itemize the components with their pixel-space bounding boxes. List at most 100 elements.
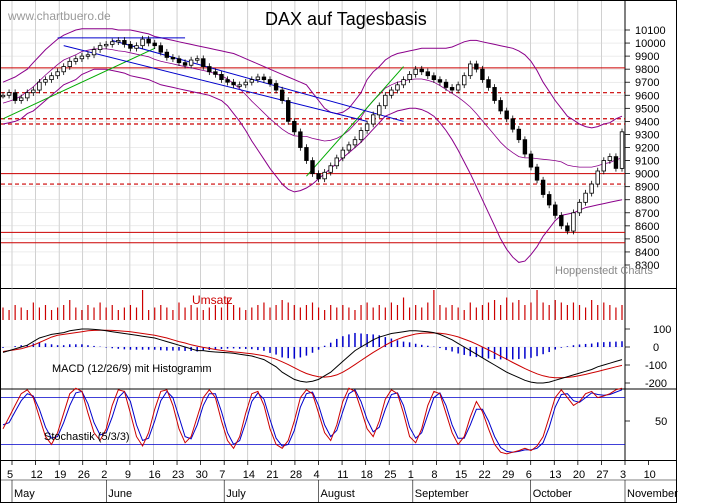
trendline-green: [306, 66, 404, 177]
source-label: Hoppenstedt Charts: [555, 265, 653, 277]
x-day-label: 11: [337, 469, 348, 481]
candle-body: [498, 100, 503, 112]
x-day-label: 7: [219, 469, 225, 481]
candle-body: [273, 83, 279, 91]
x-month-label: August: [321, 488, 355, 500]
x-day-label: 28: [290, 469, 302, 481]
candle-body: [103, 43, 109, 47]
price-tick-label: 9000: [635, 169, 659, 181]
candle-body: [298, 131, 303, 148]
candle-body: [328, 165, 333, 173]
x-day-label: 9: [125, 469, 131, 481]
x-axis-strip: [0, 460, 677, 503]
candle-body: [122, 40, 127, 45]
candle-body: [182, 62, 188, 66]
candle-body: [91, 49, 97, 56]
price-tick-label: 8400: [635, 247, 659, 259]
candle-body: [413, 68, 418, 75]
price-tick-label: 9500: [635, 103, 659, 115]
candle-body: [37, 81, 42, 91]
price-axis-ticks: 8300840085008600870088008900900091009200…: [625, 25, 666, 272]
candle-body: [437, 79, 443, 83]
price-tick-label: 8500: [635, 234, 659, 246]
candle-body: [449, 87, 455, 91]
trendline-blue: [63, 45, 368, 122]
price-tick-label: 9200: [635, 143, 659, 155]
x-day-label: 15: [455, 469, 467, 481]
candle-body: [607, 156, 613, 161]
x-month-label: July: [226, 488, 246, 500]
candle-body: [292, 120, 297, 133]
candle-body: [304, 147, 309, 161]
candle-body: [486, 79, 491, 88]
candle-body: [194, 58, 200, 61]
candle-body: [79, 55, 85, 60]
x-day-label: 12: [31, 469, 43, 481]
price-tick-label: 9400: [635, 116, 659, 128]
candle-body: [510, 118, 515, 130]
stochastic-panel: 50: [1, 387, 676, 455]
candle-body: [383, 94, 388, 107]
candle-body: [352, 139, 358, 146]
candle-body: [152, 42, 157, 47]
macd-tick-label: -200: [645, 378, 667, 390]
candle-body: [249, 79, 255, 83]
candle-body: [322, 171, 327, 180]
candle-body: [516, 128, 522, 141]
macd-tick-label: 0: [653, 342, 659, 354]
candle-body: [0, 94, 6, 98]
candle-body: [225, 79, 230, 83]
macd-tick-label: -100: [645, 360, 667, 372]
candle-body: [279, 89, 285, 101]
candle-body: [237, 84, 242, 87]
price-tick-label: 8900: [635, 182, 659, 194]
candle-body: [207, 66, 212, 73]
candle-body: [67, 60, 72, 67]
candle-body: [310, 160, 315, 175]
candle-body: [395, 84, 400, 91]
candle-body: [213, 71, 218, 75]
x-day-label: 20: [573, 469, 585, 481]
x-day-label: 10: [644, 469, 656, 481]
candle-body: [170, 57, 176, 60]
candle-body: [19, 97, 24, 101]
price-tick-label: 8700: [635, 208, 659, 220]
x-day-label: 8: [431, 469, 437, 481]
x-day-label: 1: [408, 469, 414, 481]
candle-body: [316, 173, 321, 180]
candle-body: [85, 54, 91, 57]
x-day-label: 22: [479, 469, 491, 481]
x-day-label: 25: [384, 469, 396, 481]
x-day-label: 2: [101, 469, 107, 481]
x-day-label: 21: [266, 469, 278, 481]
candle-body: [31, 89, 36, 94]
candle-body: [553, 204, 558, 216]
x-day-label: 4: [314, 469, 320, 481]
candle-body: [504, 110, 509, 120]
volume-bars: [2, 290, 623, 320]
x-month-label: May: [14, 488, 35, 500]
candle-body: [407, 73, 412, 81]
candle-body: [571, 212, 576, 232]
candle-body: [389, 89, 394, 96]
candle-body: [49, 75, 54, 81]
candlesticks: [0, 35, 625, 235]
candle-body: [377, 105, 382, 116]
candle-body: [55, 71, 60, 77]
stochastic-label: Stochastik (5/3/3): [44, 431, 130, 443]
x-month-label: September: [415, 488, 469, 500]
candle-body: [455, 84, 461, 91]
candle-body: [565, 225, 570, 232]
x-day-label: 26: [78, 469, 90, 481]
candle-body: [261, 76, 267, 81]
candle-body: [364, 123, 370, 131]
x-day-label: 18: [361, 469, 373, 481]
x-month-label: June: [108, 488, 132, 500]
candle-body: [340, 149, 346, 159]
candle-body: [176, 58, 182, 64]
candle-body: [188, 59, 194, 66]
x-month-label: November: [627, 488, 678, 500]
candle-body: [201, 58, 206, 67]
candle-body: [492, 87, 497, 101]
